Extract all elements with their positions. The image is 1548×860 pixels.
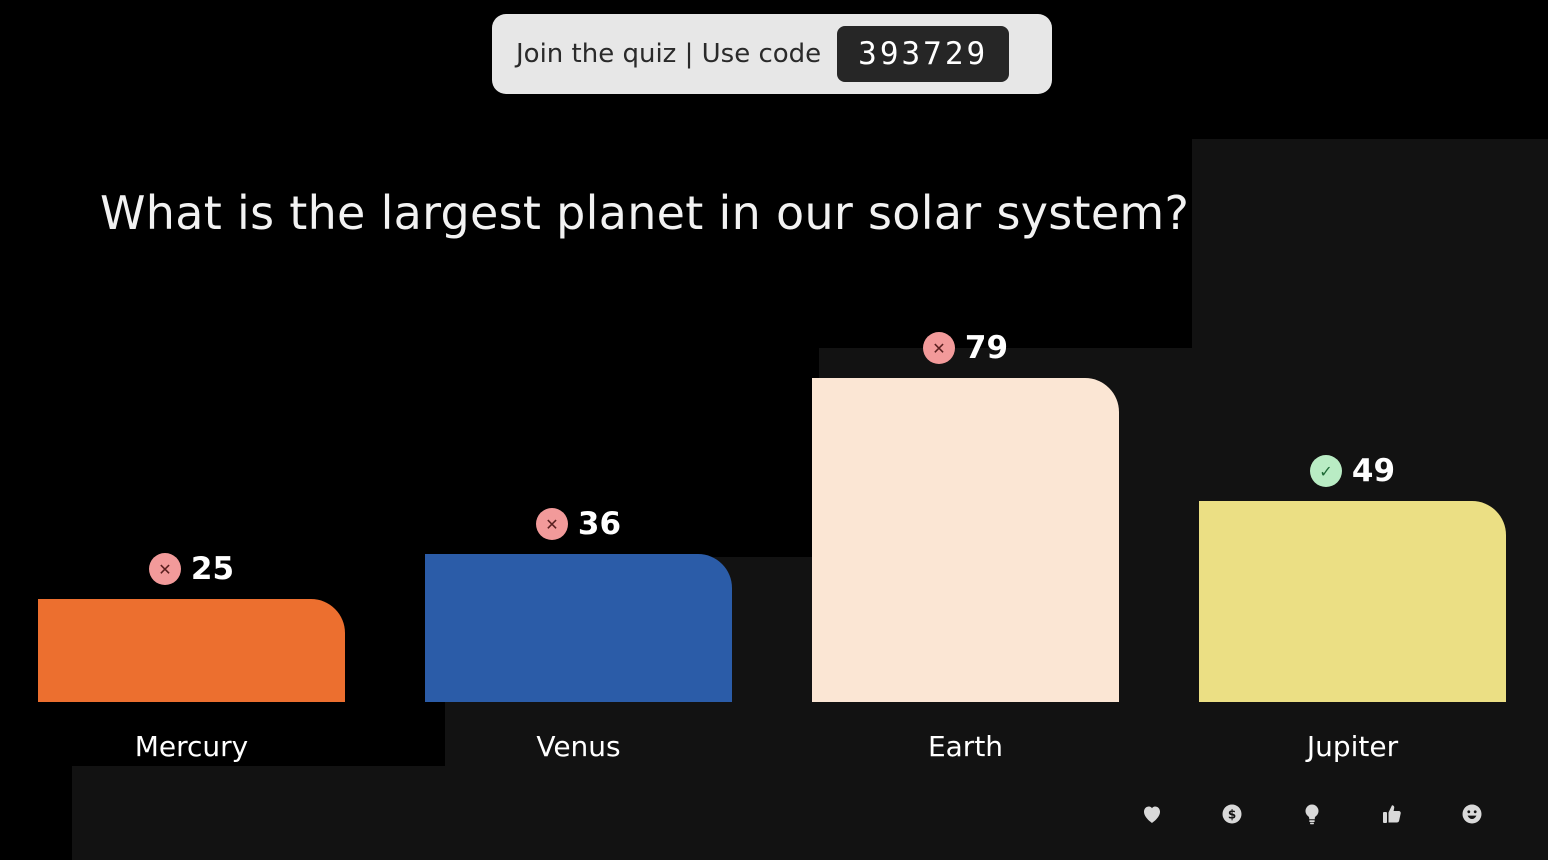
thumbs-up-reaction-button[interactable] <box>1380 796 1404 832</box>
vote-count: 79 <box>964 330 1009 366</box>
lightbulb-reaction-button[interactable] <box>1300 796 1324 832</box>
vote-count: 25 <box>190 551 235 587</box>
bar-earth <box>812 378 1119 702</box>
answer-option-earth: ✕ 79 <box>812 330 1119 702</box>
vote-count-row: ✕ 79 <box>922 330 1009 366</box>
option-label: Mercury <box>134 730 249 763</box>
check-icon: ✓ <box>1309 455 1342 487</box>
bar-jupiter <box>1199 501 1506 702</box>
reactions-bar: $ <box>1140 796 1484 832</box>
answer-option-venus: ✕ 36 <box>425 506 732 702</box>
background-step <box>1192 139 1548 348</box>
cross-icon: ✕ <box>922 332 955 364</box>
vote-count-row: ✕ 36 <box>535 506 622 542</box>
lightbulb-icon <box>1305 804 1319 825</box>
coin-reaction-button[interactable]: $ <box>1220 796 1244 832</box>
bar-venus <box>425 554 732 702</box>
vote-count-row: ✕ 25 <box>148 551 235 587</box>
join-code: 393729 <box>837 26 1010 82</box>
join-banner: Join the quiz | Use code 393729 <box>492 14 1052 94</box>
smiley-icon <box>1462 804 1482 824</box>
thumbs-up-icon <box>1383 805 1401 823</box>
vote-count-row: ✓ 49 <box>1309 453 1396 489</box>
smiley-reaction-button[interactable] <box>1460 796 1484 832</box>
option-label: Jupiter <box>1306 730 1399 763</box>
vote-count: 49 <box>1351 453 1396 489</box>
heart-reaction-button[interactable] <box>1140 796 1164 832</box>
vote-count: 36 <box>577 506 622 542</box>
bar-mercury <box>38 599 345 702</box>
join-instructions: Join the quiz | Use code <box>516 39 822 69</box>
coin-icon: $ <box>1222 804 1242 824</box>
option-label: Venus <box>536 730 621 763</box>
cross-icon: ✕ <box>535 508 568 540</box>
option-label: Earth <box>927 730 1004 763</box>
question-title: What is the largest planet in our solar … <box>100 186 1190 240</box>
answer-option-jupiter: ✓ 49 <box>1199 453 1506 702</box>
heart-icon <box>1144 806 1160 823</box>
background-step <box>72 766 1548 860</box>
svg-text:$: $ <box>1228 807 1236 821</box>
answer-option-mercury: ✕ 25 <box>38 551 345 702</box>
cross-icon: ✕ <box>148 553 181 585</box>
